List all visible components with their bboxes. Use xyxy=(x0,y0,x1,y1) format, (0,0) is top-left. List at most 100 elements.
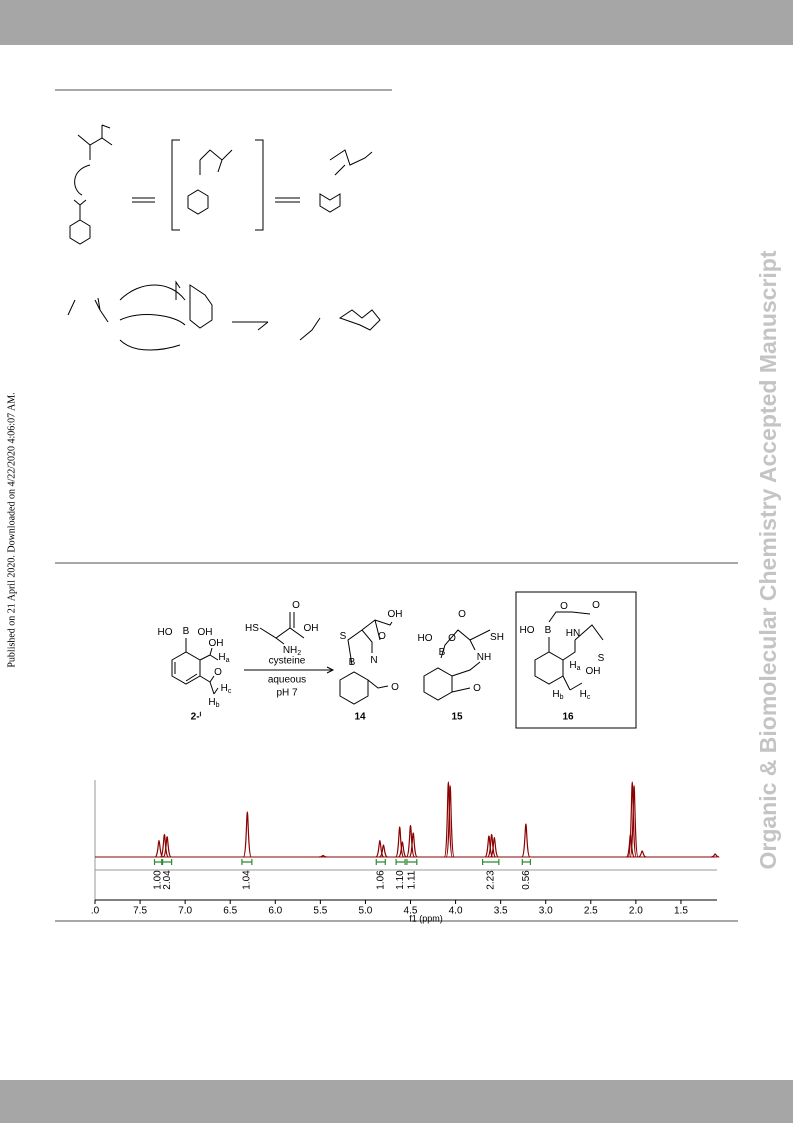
integral-label: 1.04 xyxy=(242,870,253,890)
atom-label: B xyxy=(439,647,446,658)
atom-label: B xyxy=(183,626,190,637)
sidebar-right: Organic & Biomolecular Chemistry Accepte… xyxy=(755,250,781,869)
atom-text: H xyxy=(208,697,215,708)
atom-text: N xyxy=(370,655,377,666)
x-tick-label: 5.0 xyxy=(358,906,372,917)
peak xyxy=(445,785,455,858)
sidebar-left: Published on 21 April 2020. Downloaded o… xyxy=(6,392,17,667)
atom-label: HN xyxy=(566,628,580,639)
x-tick-label: 3.0 xyxy=(539,906,553,917)
integral-bracket xyxy=(241,859,253,865)
atom-label: B xyxy=(545,625,552,636)
atom-label: Hc xyxy=(221,683,232,695)
peak xyxy=(242,811,252,858)
integral-label: 1.06 xyxy=(375,870,386,890)
atom-text: OH xyxy=(388,609,403,620)
atom-text: O xyxy=(448,633,456,644)
atom-text: B xyxy=(545,625,552,636)
integral-bracket xyxy=(482,859,500,865)
atom-text: O xyxy=(592,600,600,611)
atom-text: H xyxy=(569,660,576,671)
integral-label: 1.11 xyxy=(407,870,418,889)
atom-label: Hb xyxy=(208,697,219,709)
peak xyxy=(627,781,637,858)
peak xyxy=(154,839,164,858)
x-tick-label: .0 xyxy=(91,906,100,917)
atom-label: OH xyxy=(198,627,213,638)
peak xyxy=(443,781,453,858)
atom-label: Ha xyxy=(218,652,229,664)
footer-bar xyxy=(0,1080,793,1123)
peak xyxy=(159,833,170,858)
atom-label: OH xyxy=(388,609,403,620)
atom-text: O xyxy=(473,683,481,694)
atom-label: HO xyxy=(418,633,433,644)
atom-label: O xyxy=(448,633,456,644)
atom-text: HN xyxy=(566,628,580,639)
integral-bracket xyxy=(521,859,531,865)
atom-label: OH xyxy=(209,638,224,649)
peak xyxy=(521,823,531,858)
atom-subscript: 2 xyxy=(297,650,301,657)
reagent: pH 7 xyxy=(276,688,298,699)
atom-text: O xyxy=(292,600,300,611)
peak xyxy=(319,854,328,858)
integral-bracket xyxy=(406,859,418,865)
integral-bracket xyxy=(395,859,406,865)
integral-bracket xyxy=(375,859,386,865)
atom-label: S xyxy=(340,631,347,642)
x-tick-label: 7.5 xyxy=(133,906,147,917)
integral-label: 2.23 xyxy=(485,870,496,890)
atom-text: SH xyxy=(490,632,504,643)
x-tick-label: 6.5 xyxy=(223,906,237,917)
atom-label: O xyxy=(378,631,386,642)
atom-text: HO xyxy=(158,627,173,638)
atom-subscript: c xyxy=(228,688,232,695)
atom-label: O xyxy=(473,683,481,694)
compound-number: 15 xyxy=(451,712,463,723)
atom-text: H xyxy=(580,689,587,700)
atom-text: S xyxy=(598,653,605,664)
atom-text: OH xyxy=(198,627,213,638)
x-tick-label: 4.0 xyxy=(449,906,463,917)
upper-scheme xyxy=(67,124,381,351)
atom-label: N xyxy=(370,655,377,666)
compound-number: 14 xyxy=(354,712,366,723)
peak xyxy=(379,844,388,858)
atom-label: HO xyxy=(520,625,535,636)
header-bar xyxy=(0,0,793,45)
atom-text: S xyxy=(340,631,347,642)
integral-bracket xyxy=(153,859,163,865)
peak xyxy=(395,826,405,858)
atom-label: NH xyxy=(477,652,491,663)
atom-label: Ha xyxy=(569,660,580,672)
integral-label: 2.04 xyxy=(162,870,173,890)
atom-label: Hb xyxy=(552,689,563,701)
atom-text: H xyxy=(221,683,228,694)
atom-label: O xyxy=(214,667,222,678)
atom-text: O xyxy=(458,609,466,620)
atom-text: O xyxy=(391,682,399,693)
x-tick-label: 4.5 xyxy=(404,906,418,917)
nmr-spectrum: .0 7.5 7.0 6.5 6.0 5.5 5.0 4.5 4.0 3.5 3.0 2.5 2.0 1.… xyxy=(91,780,720,923)
atom-text: O xyxy=(214,667,222,678)
atom-subscript: b xyxy=(560,694,564,701)
x-tick-label: 3.5 xyxy=(494,906,508,917)
x-tick-label: 6.0 xyxy=(268,906,282,917)
atom-label: O xyxy=(592,600,600,611)
atom-label: S xyxy=(598,653,605,664)
atom-text: HO xyxy=(418,633,433,644)
peak xyxy=(484,835,494,858)
x-tick-label: 7.0 xyxy=(178,906,192,917)
atom-label: OH xyxy=(586,666,601,677)
atom-label: O xyxy=(292,600,300,611)
atom-label: SH xyxy=(490,632,504,643)
atom-text: OH xyxy=(586,666,601,677)
integral-bracket xyxy=(162,859,173,865)
atom-label: NH2 xyxy=(283,645,301,657)
x-axis-label: f1 (ppm) xyxy=(409,913,443,923)
atom-text: OH xyxy=(209,638,224,649)
atom-text: NH xyxy=(477,652,491,663)
atom-text: O xyxy=(560,601,568,612)
atom-text: OH xyxy=(304,623,319,634)
